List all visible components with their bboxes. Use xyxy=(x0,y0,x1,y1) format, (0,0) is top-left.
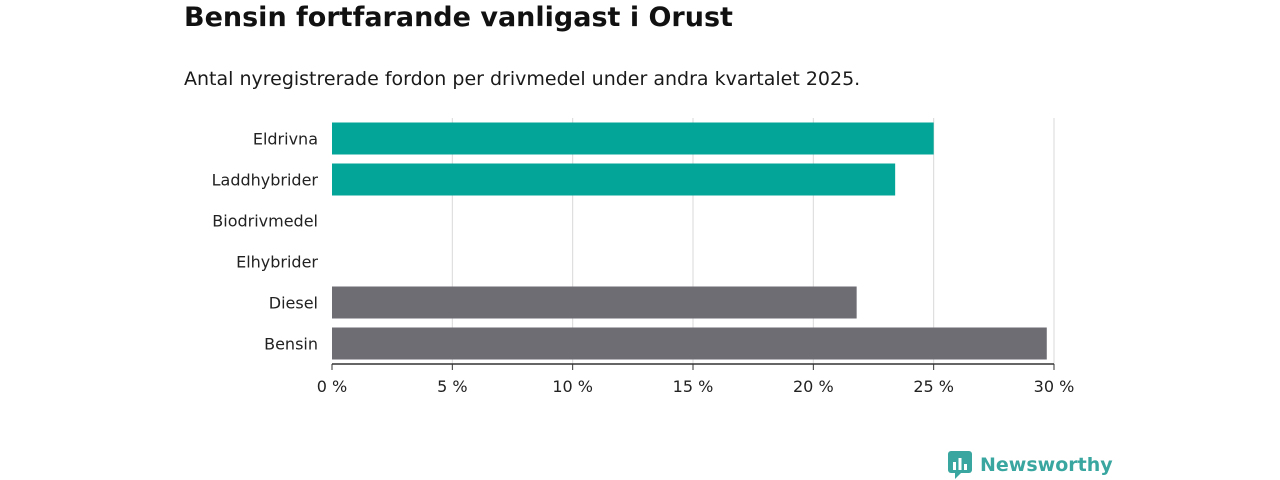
x-tick-label: 10 % xyxy=(552,377,593,396)
bar-laddhybrider xyxy=(332,163,896,196)
x-tick-label: 5 % xyxy=(437,377,467,396)
category-label: Laddhybrider xyxy=(212,171,319,190)
x-tick-label: 20 % xyxy=(793,377,834,396)
category-label: Biodrivmedel xyxy=(212,212,318,231)
chart-subtitle: Antal nyregistrerade fordon per drivmede… xyxy=(184,68,861,90)
brand-name: Newsworthy xyxy=(980,454,1113,476)
category-label: Eldrivna xyxy=(253,130,318,149)
x-tick-label: 25 % xyxy=(913,377,954,396)
bar-eldrivna xyxy=(332,122,934,155)
category-label: Elhybrider xyxy=(236,253,318,272)
chart-title: Bensin fortfarande vanligast i Orust xyxy=(184,2,733,33)
x-tick-label: 30 % xyxy=(1034,377,1075,396)
x-tick-label: 15 % xyxy=(673,377,714,396)
category-label: Bensin xyxy=(264,335,318,354)
bar-diesel xyxy=(332,286,857,319)
x-tick-label: 0 % xyxy=(317,377,347,396)
newsworthy-logo-icon xyxy=(948,451,972,479)
brand-logo: Newsworthy xyxy=(948,451,1113,479)
bar-bensin xyxy=(332,327,1047,360)
category-label: Diesel xyxy=(269,294,318,313)
